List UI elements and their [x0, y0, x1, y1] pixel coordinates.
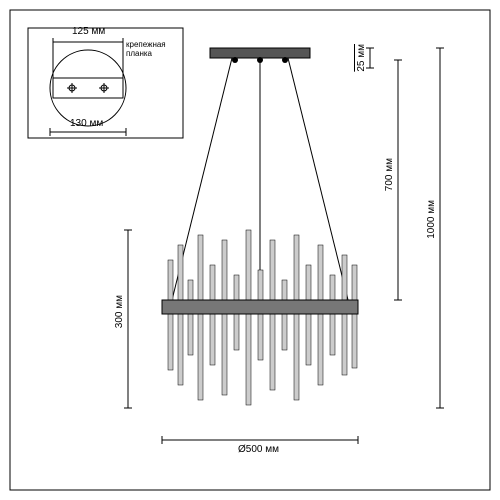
ceiling-attach-1 — [232, 57, 238, 63]
ceiling-plate — [210, 48, 310, 58]
label-500mm: Ø500 мм — [238, 444, 279, 455]
inset-label-125: 125 мм — [72, 26, 105, 37]
ceiling-attach-3 — [282, 57, 288, 63]
inset-dim-125 — [53, 38, 123, 78]
dim-300mm — [124, 230, 132, 408]
dim-500mm — [162, 436, 358, 444]
diagram-svg — [0, 0, 500, 500]
inset-circle — [50, 50, 126, 126]
label-1000mm: 1000 мм — [426, 200, 437, 239]
inset-label-sub1: крепежная — [126, 40, 166, 49]
label-300mm: 300 мм — [114, 295, 125, 328]
inset-dim-130 — [50, 128, 126, 136]
inset-plate — [53, 78, 123, 98]
inset-label-130: 130 мм — [70, 118, 103, 129]
dim-700mm — [394, 60, 402, 300]
label-700mm: 700 мм — [384, 158, 395, 191]
inset-label-sub2: планка — [126, 49, 152, 58]
dim-1000mm — [436, 48, 444, 408]
dim-25mm — [366, 48, 374, 68]
label-25mm: 25 мм — [356, 44, 367, 72]
